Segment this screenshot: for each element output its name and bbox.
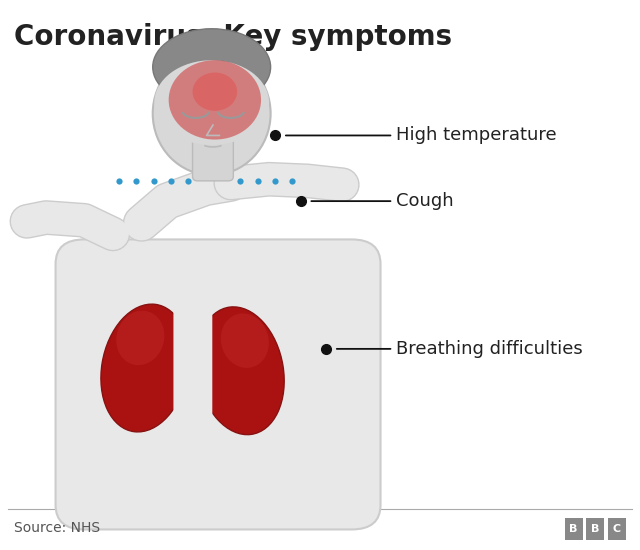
Ellipse shape [193,73,237,111]
Text: C: C [613,524,621,534]
Ellipse shape [154,60,269,145]
FancyBboxPatch shape [564,518,582,540]
Text: Breathing difficulties: Breathing difficulties [396,340,583,358]
Ellipse shape [169,60,261,140]
FancyBboxPatch shape [56,239,381,530]
Ellipse shape [153,52,271,175]
Text: B: B [570,524,578,534]
Text: Source: NHS: Source: NHS [14,521,100,535]
Ellipse shape [221,314,269,368]
Ellipse shape [101,304,189,432]
FancyBboxPatch shape [173,301,212,457]
FancyBboxPatch shape [608,518,626,540]
Text: Coronavirus: Key symptoms: Coronavirus: Key symptoms [14,23,452,51]
Text: High temperature: High temperature [396,126,557,145]
FancyBboxPatch shape [586,518,604,540]
Ellipse shape [116,311,164,365]
Text: Cough: Cough [396,192,454,210]
FancyBboxPatch shape [193,131,234,181]
Text: B: B [591,524,600,534]
Ellipse shape [153,29,271,106]
Ellipse shape [196,307,284,434]
